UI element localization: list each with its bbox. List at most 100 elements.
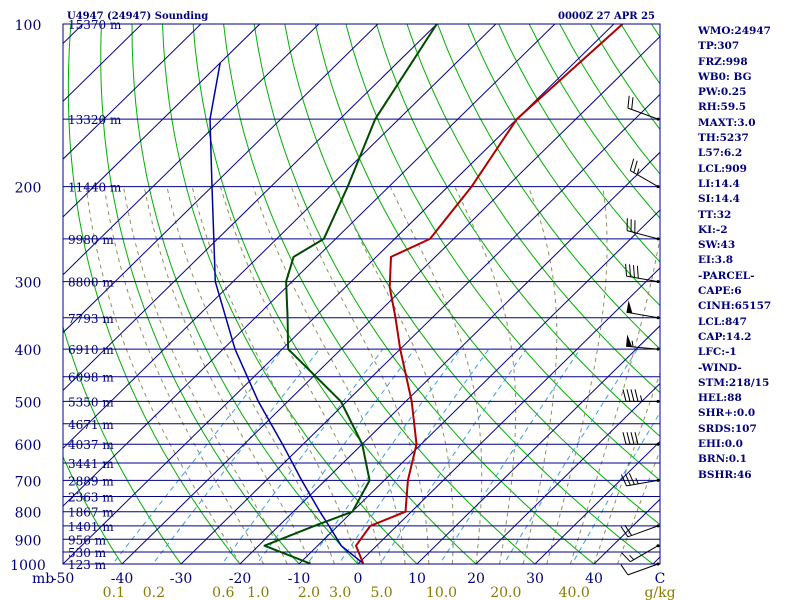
dry-adiabat-line — [223, 24, 536, 564]
wind-barb — [626, 300, 660, 320]
index-item: STM:218/15 — [698, 376, 770, 389]
moist-adiabat-line — [569, 234, 660, 564]
height-label: 2889 m — [68, 474, 114, 488]
isotherm-line — [180, 93, 660, 564]
height-label: 6910 m — [68, 343, 114, 357]
index-item: CAPE:6 — [698, 285, 742, 298]
isotherm-line — [63, 24, 261, 218]
index-item: SI:14.4 — [698, 193, 740, 206]
index-item: -WIND- — [698, 361, 742, 374]
mixing-ratio-line — [256, 348, 416, 564]
wind-barb — [627, 95, 660, 121]
isotherm-line — [63, 24, 556, 507]
height-label: 4037 m — [68, 438, 114, 452]
height-label: 15370 m — [68, 18, 122, 32]
background-lines — [63, 24, 660, 564]
isotherm-line — [357, 267, 660, 564]
index-item: HEL:88 — [698, 392, 742, 405]
dry-adiabat-line — [192, 24, 477, 564]
height-label: 1867 m — [68, 506, 114, 520]
wind-barb — [620, 562, 660, 576]
height-label: 3441 m — [68, 457, 114, 471]
chart-title-station: U4947 (24947) Sounding — [67, 11, 208, 22]
dry-adiabat-line — [375, 24, 660, 437]
wind-barb — [626, 334, 660, 351]
x-tick-label: -30 — [170, 571, 193, 587]
index-item: BSHR:46 — [698, 468, 752, 481]
wind-barb — [629, 158, 660, 189]
wind-barb — [620, 472, 660, 487]
index-item: LCL:909 — [698, 162, 747, 175]
index-item: FRZ:998 — [698, 55, 748, 68]
x-tick-label: -10 — [288, 571, 311, 587]
index-item: -PARCEL- — [698, 269, 755, 282]
isotherm-line — [298, 209, 660, 564]
x-unit-label: C — [655, 571, 666, 587]
mixing-ratio-line — [379, 348, 527, 564]
pressure-tick-label: 100 — [15, 18, 42, 34]
index-item: EI:3.8 — [698, 254, 734, 267]
isotherm-line — [534, 440, 660, 564]
moist-adiabat-line — [143, 186, 312, 564]
x-tick-label: -50 — [52, 571, 75, 587]
mb-label: mb — [32, 571, 54, 587]
height-label: 9980 m — [68, 233, 114, 247]
mixing-ratio-label: 20.0 — [490, 585, 521, 600]
mixing-ratio-line — [152, 348, 320, 564]
wind-barb — [626, 218, 660, 241]
pressure-tick-label: 200 — [15, 181, 42, 197]
moist-adiabat-line — [593, 371, 660, 564]
wind-barb — [622, 432, 660, 446]
index-item: LFC:-1 — [698, 346, 737, 359]
index-item: PW:0.25 — [698, 86, 747, 99]
temperature-line — [355, 24, 624, 564]
pressure-tick-label: 500 — [15, 395, 42, 411]
x-tick-label: 20 — [467, 571, 485, 587]
x-tick-label: 30 — [526, 571, 544, 587]
index-item: LCL:847 — [698, 315, 747, 328]
height-label: 2363 m — [68, 491, 114, 505]
mixing-ratio-line — [221, 348, 384, 564]
mixing-ratio-line — [337, 348, 490, 564]
isotherm-line — [416, 325, 660, 564]
x-tick-label: -20 — [229, 571, 252, 587]
mixing-ratio-line — [306, 348, 461, 564]
index-item: TP:307 — [698, 40, 740, 53]
height-label: 123 m — [68, 558, 107, 572]
mixing-ratio-label: 0.1 — [103, 585, 125, 600]
mixing-ratio-label: 1.0 — [247, 585, 269, 600]
mixing-ratio-unit-label: g/kg — [644, 585, 675, 600]
dry-adiabat-line — [437, 24, 660, 350]
dry-adiabat-line — [67, 24, 241, 564]
index-item: SHR+:0.0 — [698, 407, 756, 420]
moist-adiabat-line — [617, 449, 660, 564]
height-label: 13320 m — [68, 113, 122, 127]
mixing-ratio-label: 40.0 — [559, 585, 590, 600]
plot-frame — [62, 23, 661, 565]
pressure-tick-label: 400 — [15, 343, 42, 359]
height-label: 11440 m — [68, 181, 122, 195]
mixing-ratio-line — [112, 348, 284, 564]
mixing-ratio-line — [503, 348, 638, 564]
index-item: TT:32 — [698, 208, 732, 221]
index-item: SRDS:107 — [698, 422, 757, 435]
mixing-ratio-label: 2.0 — [298, 585, 320, 600]
mixing-ratio-line — [571, 411, 660, 564]
dry-adiabat-line — [498, 24, 660, 263]
isotherm-line — [475, 382, 660, 564]
stability-indices-list: WMO:24947 TP:307 FRZ:998 WB0: BG PW:0.25 RH:5… — [698, 24, 800, 483]
moist-adiabat-line — [252, 186, 406, 564]
moist-adiabat-line — [166, 186, 335, 564]
index-item: CINH:65157 — [698, 300, 772, 313]
x-tick-label: -40 — [111, 571, 134, 587]
wind-barb — [620, 524, 660, 538]
index-item: WB0: BG — [698, 70, 752, 83]
index-item: EHI:0.0 — [698, 438, 743, 451]
isotherm-line — [63, 24, 438, 392]
height-label: 530 m — [68, 546, 107, 560]
wind-barb — [621, 544, 660, 563]
index-item: WMO:24947 — [698, 25, 771, 37]
height-label: 7793 m — [68, 312, 114, 326]
pressure-tick-label: 800 — [15, 506, 42, 522]
